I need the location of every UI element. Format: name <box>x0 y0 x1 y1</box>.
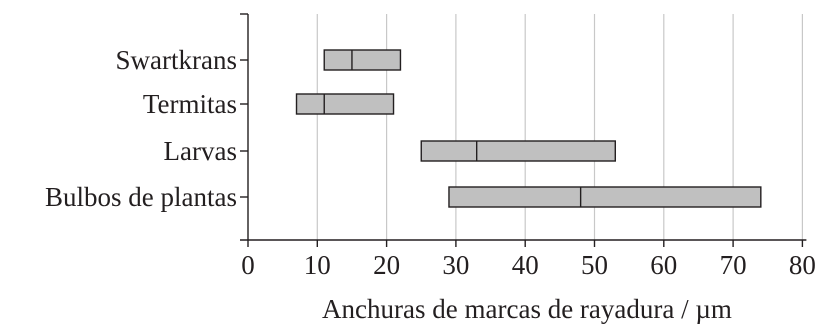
category-label: Larvas <box>164 136 237 166</box>
axis-layer <box>240 13 807 247</box>
category-label: Swartkrans <box>116 45 237 75</box>
box <box>448 186 762 208</box>
box <box>420 140 616 162</box>
x-tick-label: 70 <box>720 250 747 280</box>
label-layer: 0 10 20 30 40 50 60 70 80 Swartkrans Termitas Larva… <box>45 45 816 280</box>
x-tick-label: 20 <box>373 250 400 280</box>
x-tick-label: 10 <box>304 250 331 280</box>
x-tick-label: 40 <box>512 250 539 280</box>
x-axis-title: Anchuras de marcas de rayadura / µm <box>322 294 732 324</box>
x-tick-label: 0 <box>241 250 255 280</box>
category-label: Bulbos de plantas <box>45 182 237 212</box>
box <box>295 93 395 115</box>
box-layer <box>295 49 762 208</box>
x-tick-label: 80 <box>789 250 816 280</box>
category-label: Termitas <box>143 89 237 119</box>
box <box>323 49 402 71</box>
x-tick-label: 60 <box>650 250 677 280</box>
x-tick-label: 50 <box>581 250 608 280</box>
x-tick-label: 30 <box>442 250 469 280</box>
